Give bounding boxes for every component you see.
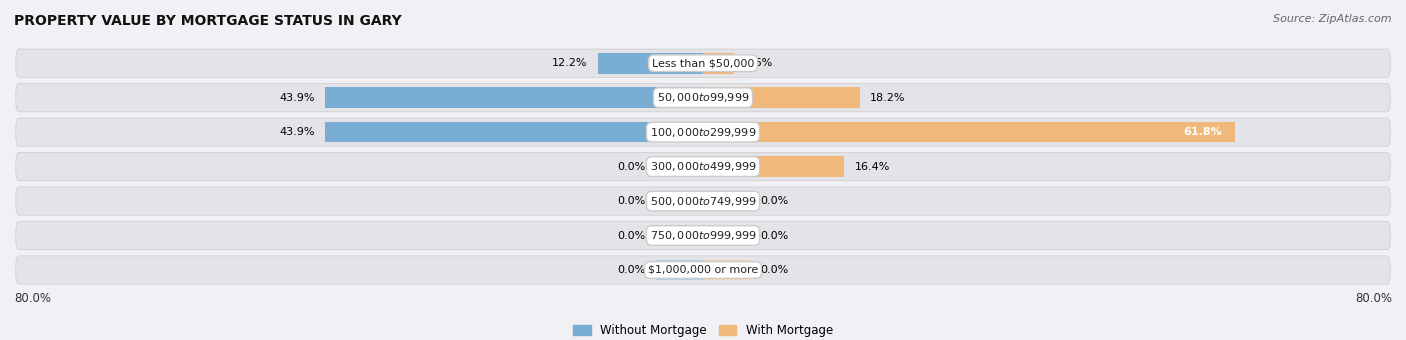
Text: 0.0%: 0.0% [617,231,645,240]
Text: PROPERTY VALUE BY MORTGAGE STATUS IN GARY: PROPERTY VALUE BY MORTGAGE STATUS IN GAR… [14,14,402,28]
FancyBboxPatch shape [15,118,1391,146]
Bar [598,53,703,73]
Bar [655,225,703,246]
Text: 61.8%: 61.8% [1184,127,1222,137]
Text: $750,000 to $999,999: $750,000 to $999,999 [650,229,756,242]
Bar [325,122,703,142]
Text: $1,000,000 or more: $1,000,000 or more [648,265,758,275]
Text: 3.6%: 3.6% [744,58,772,68]
FancyBboxPatch shape [15,221,1391,250]
Text: $300,000 to $499,999: $300,000 to $499,999 [650,160,756,173]
Text: 0.0%: 0.0% [617,162,645,172]
FancyBboxPatch shape [15,84,1391,112]
Bar [703,53,734,73]
Text: 43.9%: 43.9% [280,93,315,103]
Text: Less than $50,000: Less than $50,000 [652,58,754,68]
Bar [655,191,703,211]
Text: 80.0%: 80.0% [1355,292,1392,305]
Text: $500,000 to $749,999: $500,000 to $749,999 [650,194,756,207]
Bar [703,260,751,280]
FancyBboxPatch shape [15,187,1391,215]
FancyBboxPatch shape [15,49,1391,77]
FancyBboxPatch shape [15,256,1391,284]
Bar [703,191,751,211]
Bar [655,260,703,280]
Legend: Without Mortgage, With Mortgage: Without Mortgage, With Mortgage [568,319,838,340]
Bar [703,87,859,108]
Text: Source: ZipAtlas.com: Source: ZipAtlas.com [1274,14,1392,23]
Text: $50,000 to $99,999: $50,000 to $99,999 [657,91,749,104]
Bar [325,87,703,108]
Bar [655,156,703,177]
Text: 43.9%: 43.9% [280,127,315,137]
FancyBboxPatch shape [15,152,1391,181]
Text: 0.0%: 0.0% [617,196,645,206]
Text: 0.0%: 0.0% [761,196,789,206]
Bar [703,156,844,177]
Text: 0.0%: 0.0% [761,265,789,275]
Text: $100,000 to $299,999: $100,000 to $299,999 [650,126,756,139]
Bar [703,225,751,246]
Bar [703,122,1236,142]
Text: 16.4%: 16.4% [855,162,890,172]
Text: 12.2%: 12.2% [553,58,588,68]
Text: 0.0%: 0.0% [761,231,789,240]
Text: 0.0%: 0.0% [617,265,645,275]
Text: 80.0%: 80.0% [14,292,51,305]
Text: 18.2%: 18.2% [870,93,905,103]
